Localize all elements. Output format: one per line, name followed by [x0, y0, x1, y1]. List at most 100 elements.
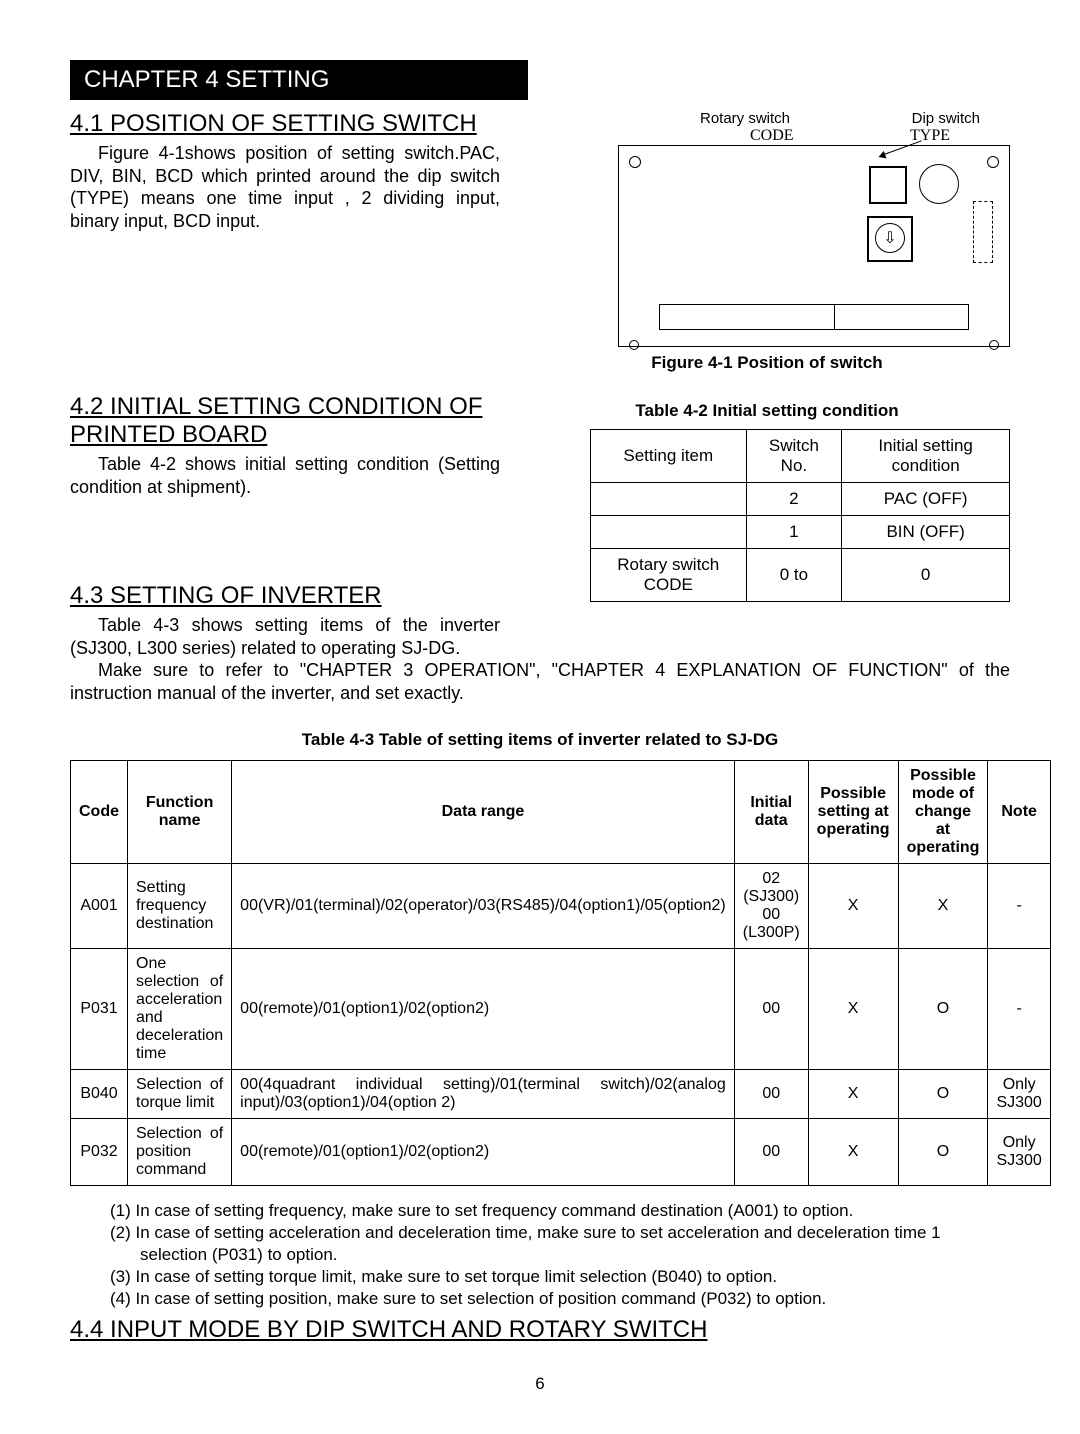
- cell: Only SJ300: [988, 1070, 1050, 1119]
- heading-4-4: 4.4 INPUT MODE BY DIP SWITCH AND ROTARY …: [70, 1316, 1010, 1344]
- mount-hole-icon: [629, 156, 641, 168]
- note-item: (2) In case of setting acceleration and …: [110, 1222, 1010, 1266]
- cell: 00(remote)/01(option1)/02(option2): [232, 949, 735, 1070]
- cell: -: [988, 949, 1050, 1070]
- connector-a-icon: [659, 304, 835, 330]
- para-4-3-a: Table 4-3 shows setting items of the inv…: [70, 614, 500, 659]
- cell: 00: [734, 949, 808, 1070]
- cell: B040: [71, 1070, 128, 1119]
- para-4-2: Table 4-2 shows initial setting conditio…: [70, 453, 500, 498]
- connector-icon: [973, 201, 993, 263]
- cell: X: [808, 1070, 898, 1119]
- table-row: Code Function name Data range Initial da…: [71, 761, 1051, 864]
- cell: PAC (OFF): [842, 483, 1010, 516]
- cell: 00: [734, 1119, 808, 1186]
- rotary-switch-label: Rotary switch: [700, 110, 790, 127]
- table-row: Rotary switch CODE 0 to 0: [591, 549, 1010, 602]
- table-4-3: Code Function name Data range Initial da…: [70, 760, 1051, 1186]
- cell: -: [988, 864, 1050, 949]
- cell: P031: [71, 949, 128, 1070]
- table-4-3-caption: Table 4-3 Table of setting items of inve…: [70, 730, 1010, 750]
- section-4-2-row: 4.2 INITIAL SETTING CONDITION OF PRINTED…: [70, 393, 1010, 602]
- cell: 0: [842, 549, 1010, 602]
- heading-4-2-text: 4.2 INITIAL SETTING CONDITION OF PRINTED…: [70, 393, 483, 448]
- bottom-connector: [659, 304, 969, 330]
- table-header: Code: [71, 761, 128, 864]
- section-4-3: 4.3 SETTING OF INVERTER Table 4-3 shows …: [70, 582, 1010, 1310]
- figure-4-1-caption: Figure 4-1 Position of switch: [524, 353, 1010, 373]
- cell: [591, 483, 747, 516]
- figure-4-1: Rotary switch Dip switch CODE TYPE ⇩: [524, 110, 1010, 373]
- cell: 1: [746, 516, 842, 549]
- mount-hole-icon: [989, 340, 999, 350]
- notes-list: (1) In case of setting frequency, make s…: [70, 1200, 1010, 1310]
- rotary-arrow-icon: ⇩: [875, 223, 905, 253]
- cell: 02 (SJ300) 00 (L300P): [734, 864, 808, 949]
- cell: X: [808, 864, 898, 949]
- cell: O: [898, 949, 988, 1070]
- table-4-2-caption: Table 4-2 Initial setting condition: [524, 401, 1010, 421]
- cell: Selection of position command: [128, 1119, 232, 1186]
- para-4-3-b: Make sure to refer to "CHAPTER 3 OPERATI…: [70, 659, 1010, 704]
- cell: [591, 516, 747, 549]
- connector-b-icon: [835, 304, 969, 330]
- table-header: Switch No.: [746, 430, 842, 483]
- cell: Rotary switch CODE: [591, 549, 747, 602]
- section-4-1-row: 4.1 POSITION OF SETTING SWITCH Figure 4-…: [70, 110, 1010, 373]
- table-header: Data range: [232, 761, 735, 864]
- table-row: A001 Setting frequency destination 00(VR…: [71, 864, 1051, 949]
- cell: 00(VR)/01(terminal)/02(operator)/03(RS48…: [232, 864, 735, 949]
- table-header: Note: [988, 761, 1050, 864]
- cell: 00: [734, 1070, 808, 1119]
- switch-diagram: ⇩: [618, 145, 1010, 347]
- table-row: 1 BIN (OFF): [591, 516, 1010, 549]
- cell: BIN (OFF): [842, 516, 1010, 549]
- cell: X: [808, 949, 898, 1070]
- table-header: Initial setting condition: [842, 430, 1010, 483]
- section-4-2-text: 4.2 INITIAL SETTING CONDITION OF PRINTED…: [70, 393, 500, 498]
- cell: 2: [746, 483, 842, 516]
- cell: O: [898, 1119, 988, 1186]
- switch-top-labels: Rotary switch Dip switch: [620, 110, 1010, 127]
- note-item: (3) In case of setting torque limit, mak…: [110, 1266, 1010, 1288]
- cell: Only SJ300: [988, 1119, 1050, 1186]
- table-header: Function name: [128, 761, 232, 864]
- chapter-title: CHAPTER 4 SETTING: [70, 60, 528, 100]
- code-label: CODE: [750, 127, 794, 145]
- table-row: B040 Selection of torque limit 00(4quadr…: [71, 1070, 1051, 1119]
- table-row: Setting item Switch No. Initial setting …: [591, 430, 1010, 483]
- cell: A001: [71, 864, 128, 949]
- section-4-1-text: 4.1 POSITION OF SETTING SWITCH Figure 4-…: [70, 110, 500, 232]
- page-number: 6: [70, 1374, 1010, 1394]
- para-4-1: Figure 4-1shows position of setting swit…: [70, 142, 500, 232]
- heading-4-2: 4.2 INITIAL SETTING CONDITION OF PRINTED…: [70, 393, 500, 449]
- dip-switch-icon: [869, 166, 907, 204]
- code-type-labels: CODE TYPE: [620, 127, 1010, 145]
- page: CHAPTER 4 SETTING 4.1 POSITION OF SETTIN…: [0, 0, 1080, 1434]
- cell: P032: [71, 1119, 128, 1186]
- heading-4-1: 4.1 POSITION OF SETTING SWITCH: [70, 110, 500, 138]
- note-item: (4) In case of setting position, make su…: [110, 1288, 1010, 1310]
- cell: Selection of torque limit: [128, 1070, 232, 1119]
- table-row: P031 One selection of acceleration and d…: [71, 949, 1051, 1070]
- note-item: (1) In case of setting frequency, make s…: [110, 1200, 1010, 1222]
- table-row: P032 Selection of position command 00(re…: [71, 1119, 1051, 1186]
- cell: 00(4quadrant individual setting)/01(term…: [232, 1070, 735, 1119]
- table-4-2-wrap: Table 4-2 Initial setting condition Sett…: [524, 393, 1010, 602]
- cell: One selection of acceleration and decele…: [128, 949, 232, 1070]
- mount-hole-icon: [987, 156, 999, 168]
- cell: 00(remote)/01(option1)/02(option2): [232, 1119, 735, 1186]
- rotary-switch-icon: ⇩: [867, 216, 913, 262]
- table-4-2: Setting item Switch No. Initial setting …: [590, 429, 1010, 602]
- cell: X: [808, 1119, 898, 1186]
- table-row: 2 PAC (OFF): [591, 483, 1010, 516]
- cell: O: [898, 1070, 988, 1119]
- dip-circle-icon: [919, 164, 959, 204]
- cell: 0 to: [746, 549, 842, 602]
- table-header: Setting item: [591, 430, 747, 483]
- cell: Setting frequency destination: [128, 864, 232, 949]
- table-header: Possible mode of change at operating: [898, 761, 988, 864]
- dip-switch-label: Dip switch: [912, 110, 980, 127]
- table-header: Possible setting at operating: [808, 761, 898, 864]
- cell: X: [898, 864, 988, 949]
